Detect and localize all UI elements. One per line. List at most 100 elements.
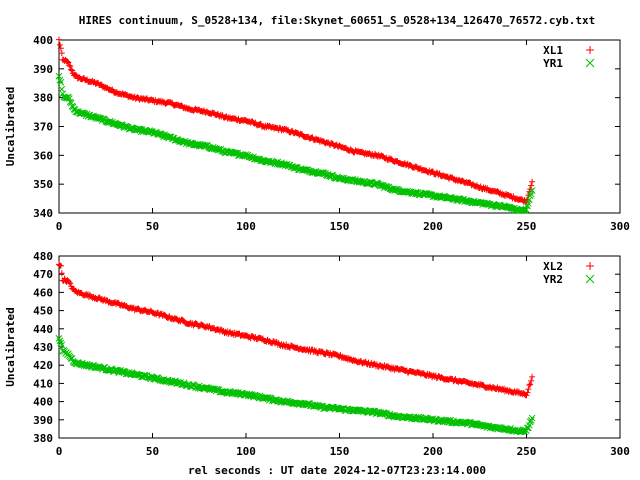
data-point bbox=[58, 50, 65, 57]
legend-label: XL1 bbox=[543, 44, 563, 57]
y-tick-label: 470 bbox=[33, 268, 53, 281]
data-point bbox=[68, 66, 75, 73]
data-point bbox=[219, 388, 226, 396]
x-tick-label: 100 bbox=[236, 445, 256, 458]
data-point bbox=[478, 199, 485, 207]
x-tick-label: 50 bbox=[146, 220, 159, 233]
data-point bbox=[56, 41, 63, 48]
x-tick-label: 300 bbox=[610, 220, 630, 233]
y-tick-label: 410 bbox=[33, 377, 53, 390]
data-point bbox=[55, 72, 63, 80]
data-point bbox=[527, 381, 534, 388]
x-tick-label: 0 bbox=[56, 445, 63, 458]
data-point bbox=[64, 350, 72, 357]
y-tick-label: 390 bbox=[33, 63, 53, 76]
series-xl1 bbox=[56, 36, 536, 206]
data-point bbox=[66, 62, 73, 69]
data-point bbox=[523, 392, 530, 399]
data-point bbox=[69, 67, 76, 74]
data-point bbox=[67, 280, 74, 287]
data-point bbox=[526, 382, 533, 389]
x-tick-label: 0 bbox=[56, 220, 63, 233]
data-point bbox=[528, 187, 536, 194]
legend-marker bbox=[585, 274, 595, 284]
y-tick-label: 440 bbox=[33, 323, 53, 336]
x-tick-label: 150 bbox=[330, 220, 350, 233]
data-point bbox=[56, 76, 64, 84]
data-point bbox=[528, 414, 536, 422]
data-point bbox=[64, 58, 71, 65]
data-point bbox=[527, 417, 535, 424]
y-axis-label: Uncalibrated bbox=[4, 307, 17, 386]
x-tick-label: 100 bbox=[236, 220, 256, 233]
data-point bbox=[266, 157, 273, 165]
y-tick-label: 340 bbox=[33, 207, 53, 220]
data-point bbox=[525, 196, 533, 204]
x-tick-label: 300 bbox=[610, 445, 630, 458]
data-point bbox=[72, 72, 79, 79]
y-tick-label: 400 bbox=[33, 34, 53, 47]
legend-marker bbox=[586, 46, 594, 54]
data-point bbox=[72, 108, 80, 116]
data-point bbox=[67, 63, 74, 70]
data-point bbox=[57, 339, 65, 347]
data-point bbox=[57, 262, 64, 269]
legend-marker bbox=[585, 58, 595, 68]
y-tick-label: 480 bbox=[33, 250, 53, 263]
legend-marker bbox=[586, 262, 594, 270]
x-tick-label: 200 bbox=[423, 445, 443, 458]
legend-label: YR1 bbox=[543, 57, 563, 70]
data-point bbox=[58, 341, 66, 349]
y-tick-label: 350 bbox=[33, 178, 53, 191]
data-point bbox=[526, 192, 534, 200]
data-point bbox=[529, 373, 536, 380]
x-tick-label: 200 bbox=[423, 220, 443, 233]
bottom-panel: 0 50 100 150 200 250 300 380 390 400 410 420 430 440 4… bbox=[4, 250, 630, 458]
data-point bbox=[65, 59, 72, 66]
y-tick-label: 370 bbox=[33, 121, 53, 134]
legend-label: YR2 bbox=[543, 273, 563, 286]
data-point bbox=[140, 127, 148, 134]
data-point bbox=[529, 178, 536, 185]
y-tick-label: 420 bbox=[33, 359, 53, 372]
data-point bbox=[97, 115, 105, 123]
data-point bbox=[525, 386, 532, 393]
y-tick-label: 360 bbox=[33, 149, 53, 162]
data-point bbox=[528, 182, 535, 189]
y-tick-label: 460 bbox=[33, 286, 53, 299]
series-yr2 bbox=[55, 335, 536, 436]
data-point bbox=[58, 270, 65, 277]
data-point bbox=[66, 279, 73, 286]
y-tick-label: 430 bbox=[33, 341, 53, 354]
y-tick-label: 380 bbox=[33, 92, 53, 105]
x-tick-label: 50 bbox=[146, 445, 159, 458]
top-panel: 0 50 100 150 200 250 300 340 350 360 370 380 390 400 U… bbox=[4, 34, 630, 233]
y-tick-label: 380 bbox=[33, 432, 53, 445]
data-point bbox=[57, 45, 64, 52]
legend-label: XL2 bbox=[543, 260, 563, 273]
data-point bbox=[444, 416, 452, 424]
data-point bbox=[69, 103, 77, 111]
data-point bbox=[523, 206, 530, 214]
y-tick-label: 400 bbox=[33, 396, 53, 409]
series-xl2 bbox=[56, 261, 536, 399]
y-axis-label: Uncalibrated bbox=[4, 87, 17, 166]
data-point bbox=[528, 377, 535, 384]
data-point bbox=[56, 337, 64, 345]
data-point bbox=[56, 36, 62, 43]
x-tick-label: 250 bbox=[517, 220, 537, 233]
x-tick-label: 150 bbox=[330, 445, 350, 458]
series-yr1 bbox=[55, 72, 536, 215]
y-tick-label: 390 bbox=[33, 414, 53, 427]
x-tick-label: 250 bbox=[517, 445, 537, 458]
data-point bbox=[524, 389, 531, 396]
chart-title: HIRES continuum, S_0528+134, file:Skynet… bbox=[79, 14, 596, 27]
data-point bbox=[140, 372, 148, 379]
data-point bbox=[135, 371, 142, 379]
data-point bbox=[301, 166, 309, 174]
x-axis-label: rel seconds : UT date 2024-12-07T23:23:1… bbox=[188, 464, 486, 477]
data-point bbox=[57, 78, 65, 86]
y-tick-label: 450 bbox=[33, 305, 53, 318]
